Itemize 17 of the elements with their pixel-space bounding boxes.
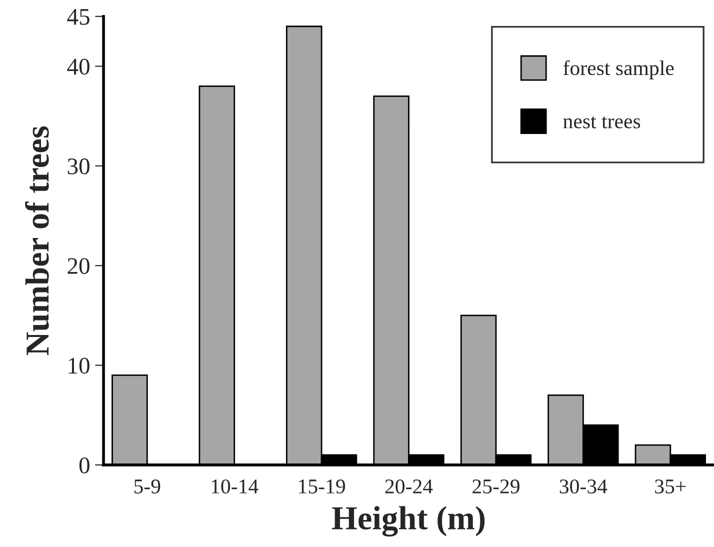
- y-tick-label: 40: [67, 58, 90, 75]
- y-tick-label: 10: [68, 358, 90, 374]
- y-tick-label: 45: [67, 9, 90, 25]
- y-tick-label: 0: [79, 457, 90, 474]
- x-tick-label: 20-24: [385, 479, 433, 494]
- y-tick-label: 30: [68, 158, 90, 174]
- y-axis-title: Number of trees: [25, 126, 49, 356]
- x-tick-label: 15-19: [299, 480, 346, 494]
- y-tick-label: 20: [68, 258, 90, 274]
- x-tick-label: 5-9: [134, 480, 160, 494]
- x-tick-label: 35+: [655, 480, 686, 494]
- x-tick-label: 25-29: [472, 480, 520, 494]
- x-tick-label: 30-34: [560, 479, 608, 494]
- x-axis-title: Height (m): [332, 506, 485, 537]
- legend-label: forest sample: [563, 60, 674, 80]
- legend-label: nest trees: [563, 116, 640, 128]
- x-tick-label: 10-14: [212, 479, 258, 494]
